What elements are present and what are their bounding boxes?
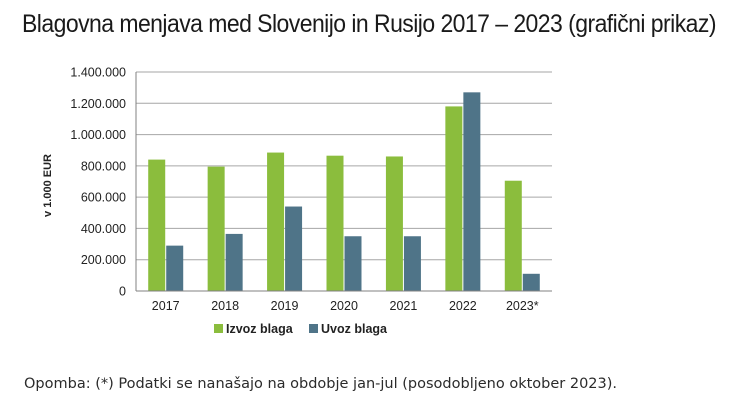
x-tick-label: 2023* (506, 299, 539, 313)
bar-uvoz-2018 (225, 233, 243, 291)
x-tick-label: 2021 (390, 299, 418, 313)
bar-izvoz-2023 (504, 180, 522, 291)
y-axis-label: v 1.000 EUR (42, 154, 54, 217)
bar-chart: 0 200.000 400.000 600.000 800.000 1.000.000 1.… (42, 66, 552, 336)
y-tick-label: 1.200.000 (70, 97, 126, 111)
y-tick-label: 200.000 (81, 253, 126, 267)
bar-uvoz-2023 (522, 273, 540, 291)
footnote: Opomba: (*) Podatki se nanašajo na obdob… (24, 376, 618, 392)
x-tick-label: 2022 (449, 299, 477, 313)
bar-uvoz-2019 (285, 206, 303, 291)
gridlines (136, 71, 552, 292)
bar-izvoz-2017 (148, 159, 166, 291)
bar-izvoz-2020 (326, 155, 344, 291)
x-tick-label: 2017 (152, 299, 180, 313)
bar-uvoz-2020 (344, 236, 362, 291)
legend-label: Izvoz blaga (226, 322, 294, 336)
y-tick-label: 800.000 (81, 159, 126, 173)
bar-izvoz-2019 (267, 152, 285, 291)
bars (148, 92, 540, 292)
y-tick-label: 600.000 (81, 191, 126, 205)
bar-izvoz-2021 (385, 156, 403, 291)
y-tick-label: 1.400.000 (70, 66, 126, 80)
bar-uvoz-2017 (166, 245, 184, 291)
page-title: Blagovna menjava med Slovenijo in Rusijo… (22, 10, 716, 38)
x-tick-label: 2018 (211, 299, 239, 313)
legend-label: Uvoz blaga (321, 322, 388, 336)
axes: 0 200.000 400.000 600.000 800.000 1.000.000 1.… (70, 66, 552, 313)
y-tick-label: 1.000.000 (70, 128, 126, 142)
x-tick-label: 2020 (330, 299, 358, 313)
legend: Izvoz blaga Uvoz blaga (214, 322, 388, 336)
y-tick-label: 0 (119, 285, 126, 299)
legend-swatch (309, 324, 318, 333)
x-tick-label: 2019 (271, 299, 299, 313)
bar-uvoz-2021 (403, 236, 421, 291)
bar-izvoz-2018 (207, 166, 225, 291)
y-tick-label: 400.000 (81, 222, 126, 236)
bar-izvoz-2022 (445, 106, 463, 292)
legend-swatch (214, 324, 223, 333)
bar-uvoz-2022 (463, 92, 481, 291)
